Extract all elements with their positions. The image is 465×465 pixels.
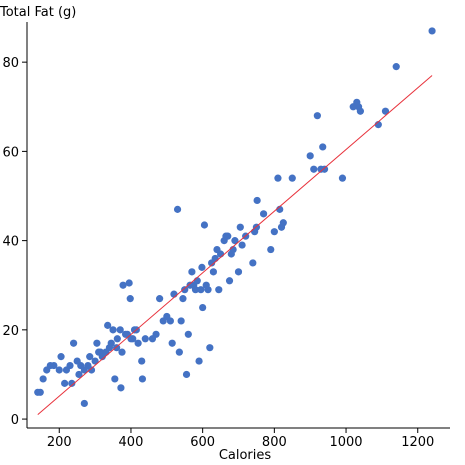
data-point <box>119 281 127 289</box>
data-point <box>138 357 146 365</box>
y-tick-label: 20 <box>2 324 19 339</box>
data-point <box>177 317 185 325</box>
data-point <box>118 348 126 356</box>
data-point <box>50 361 58 370</box>
data-point <box>356 107 364 115</box>
data-point <box>134 339 142 347</box>
x-tick-label: 800 <box>262 435 287 450</box>
y-axis-ticks: 0 20 40 60 80 <box>2 56 27 428</box>
data-point <box>61 379 69 387</box>
data-point <box>179 295 187 303</box>
data-point <box>141 335 149 343</box>
data-point <box>199 303 207 312</box>
y-tick-label: 60 <box>2 145 19 160</box>
data-point <box>55 366 63 374</box>
data-point <box>93 339 101 347</box>
x-axis-label: Calories <box>219 448 272 463</box>
data-point <box>234 268 243 276</box>
data-point <box>381 107 390 115</box>
data-point <box>428 27 436 35</box>
data-point <box>125 279 133 287</box>
data-point <box>204 286 212 294</box>
data-point <box>225 277 234 285</box>
data-point <box>288 174 296 182</box>
data-point <box>116 326 124 334</box>
data-point <box>126 295 134 303</box>
data-point <box>107 339 115 347</box>
x-tick-label: 600 <box>190 435 215 450</box>
data-point <box>68 379 76 387</box>
data-point <box>274 174 282 182</box>
data-point <box>206 344 214 352</box>
data-point <box>191 286 200 294</box>
data-point <box>249 259 257 267</box>
data-point <box>156 295 164 303</box>
data-point <box>338 174 347 182</box>
data-point <box>86 353 94 361</box>
data-point <box>168 339 176 347</box>
data-point <box>195 357 203 365</box>
data-point <box>200 221 209 229</box>
data-point <box>152 330 160 338</box>
data-point <box>66 361 74 370</box>
x-tick-label: 1200 <box>401 435 434 450</box>
data-point <box>111 375 119 383</box>
data-point <box>198 263 206 271</box>
data-point <box>197 286 205 294</box>
data-point <box>138 375 147 383</box>
y-tick-label: 40 <box>2 235 19 250</box>
data-point <box>310 165 318 173</box>
data-point <box>39 375 47 383</box>
data-point <box>57 353 65 361</box>
data-point <box>209 268 218 276</box>
data-point <box>392 63 400 71</box>
x-tick-label: 400 <box>119 435 144 450</box>
y-tick-label: 0 <box>11 413 19 428</box>
data-point <box>91 357 99 365</box>
data-point <box>184 330 192 338</box>
data-point <box>36 388 44 396</box>
data-point <box>175 348 183 356</box>
data-point <box>70 339 78 347</box>
data-point <box>319 143 327 151</box>
x-axis-ticks: 200 400 600 800 1000 1200 <box>47 428 434 450</box>
data-point <box>306 152 314 160</box>
data-point <box>173 205 182 213</box>
data-point <box>75 370 83 379</box>
y-axis-label: Total Fat (g) <box>0 5 76 20</box>
data-point <box>259 210 268 218</box>
data-point <box>236 223 244 231</box>
plot-area <box>34 27 436 415</box>
data-point <box>181 286 189 294</box>
data-point <box>166 317 174 325</box>
trend-line <box>37 75 433 415</box>
x-tick-label: 1000 <box>329 435 362 450</box>
data-point <box>87 366 96 374</box>
data-point <box>279 219 287 227</box>
data-point <box>188 268 196 276</box>
x-tick-label: 200 <box>47 435 72 450</box>
data-point <box>113 335 121 343</box>
data-point <box>313 112 321 120</box>
data-point <box>109 326 117 334</box>
data-point <box>182 370 191 379</box>
data-point <box>216 250 225 258</box>
data-point <box>117 384 125 392</box>
data-point <box>104 321 112 329</box>
data-point <box>224 232 232 240</box>
data-point <box>231 237 239 245</box>
data-point <box>215 286 223 294</box>
data-point <box>80 399 88 408</box>
data-point <box>320 165 329 173</box>
data-point <box>253 196 261 205</box>
data-point <box>129 335 137 343</box>
data-point <box>193 277 201 285</box>
data-point <box>170 290 178 298</box>
data-point <box>270 228 278 236</box>
data-point <box>238 241 246 249</box>
y-tick-label: 80 <box>2 56 19 71</box>
data-point <box>267 245 275 254</box>
